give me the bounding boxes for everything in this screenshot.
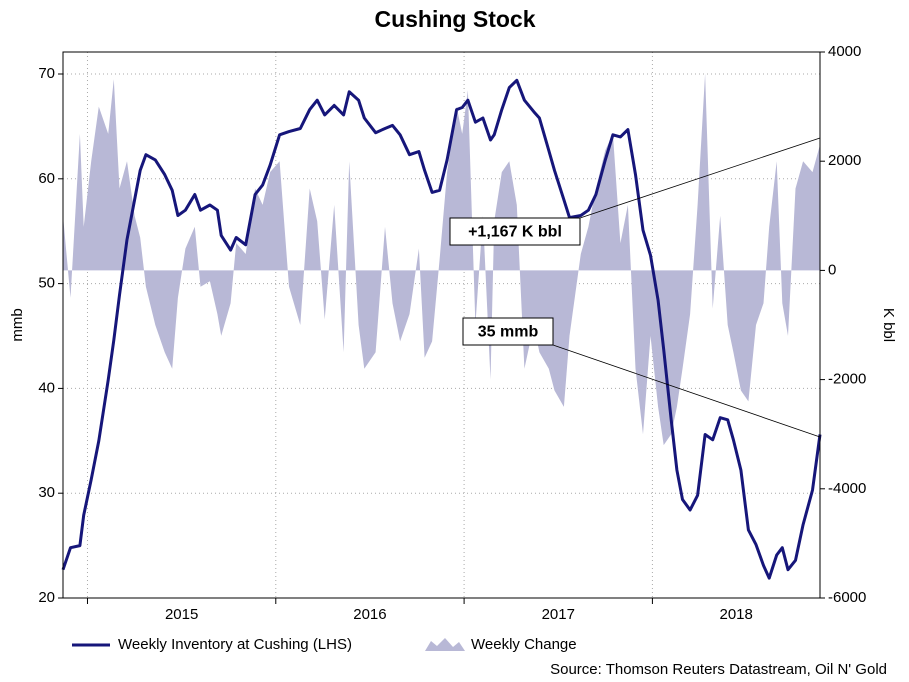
inventory-line bbox=[61, 78, 822, 580]
callout-line bbox=[552, 344, 821, 438]
y2-tick-label: -6000 bbox=[828, 589, 866, 606]
chart-title: Cushing Stock bbox=[374, 6, 535, 32]
y2-tick-label: -2000 bbox=[828, 371, 866, 388]
y-tick-label: 70 bbox=[38, 65, 55, 82]
y-tick-label: 40 bbox=[38, 379, 55, 396]
annotation-box bbox=[449, 217, 581, 246]
source-note: Source: Thomson Reuters Datastream, Oil … bbox=[550, 661, 887, 678]
y-tick-label: 30 bbox=[38, 484, 55, 501]
plot-frame bbox=[62, 51, 821, 599]
y2-axis-label: K bbl bbox=[880, 308, 897, 342]
x-tick-label: 2015 bbox=[165, 606, 198, 623]
annotation-text: 35 mmb bbox=[478, 324, 539, 341]
y2-tick-label: -4000 bbox=[828, 480, 866, 497]
legend-label: Weekly Inventory at Cushing (LHS) bbox=[118, 636, 352, 653]
legend-label: Weekly Change bbox=[471, 636, 577, 653]
y-axis-label: mmb bbox=[9, 308, 26, 341]
annotation-box bbox=[462, 317, 554, 346]
y-tick-label: 60 bbox=[38, 170, 55, 187]
y2-tick-label: 2000 bbox=[828, 152, 861, 169]
y-tick-label: 20 bbox=[38, 589, 55, 606]
x-tick-label: 2017 bbox=[542, 606, 575, 623]
x-tick-label: 2018 bbox=[720, 606, 753, 623]
y-tick-label: 50 bbox=[38, 275, 55, 292]
y2-tick-label: 4000 bbox=[828, 43, 861, 60]
change-area bbox=[63, 73, 820, 446]
y2-tick-label: 0 bbox=[828, 261, 836, 278]
x-tick-label: 2016 bbox=[353, 606, 386, 623]
legend-swatch bbox=[425, 638, 465, 651]
callout-line bbox=[579, 137, 821, 219]
annotation-text: +1,167 K bbl bbox=[468, 224, 562, 241]
